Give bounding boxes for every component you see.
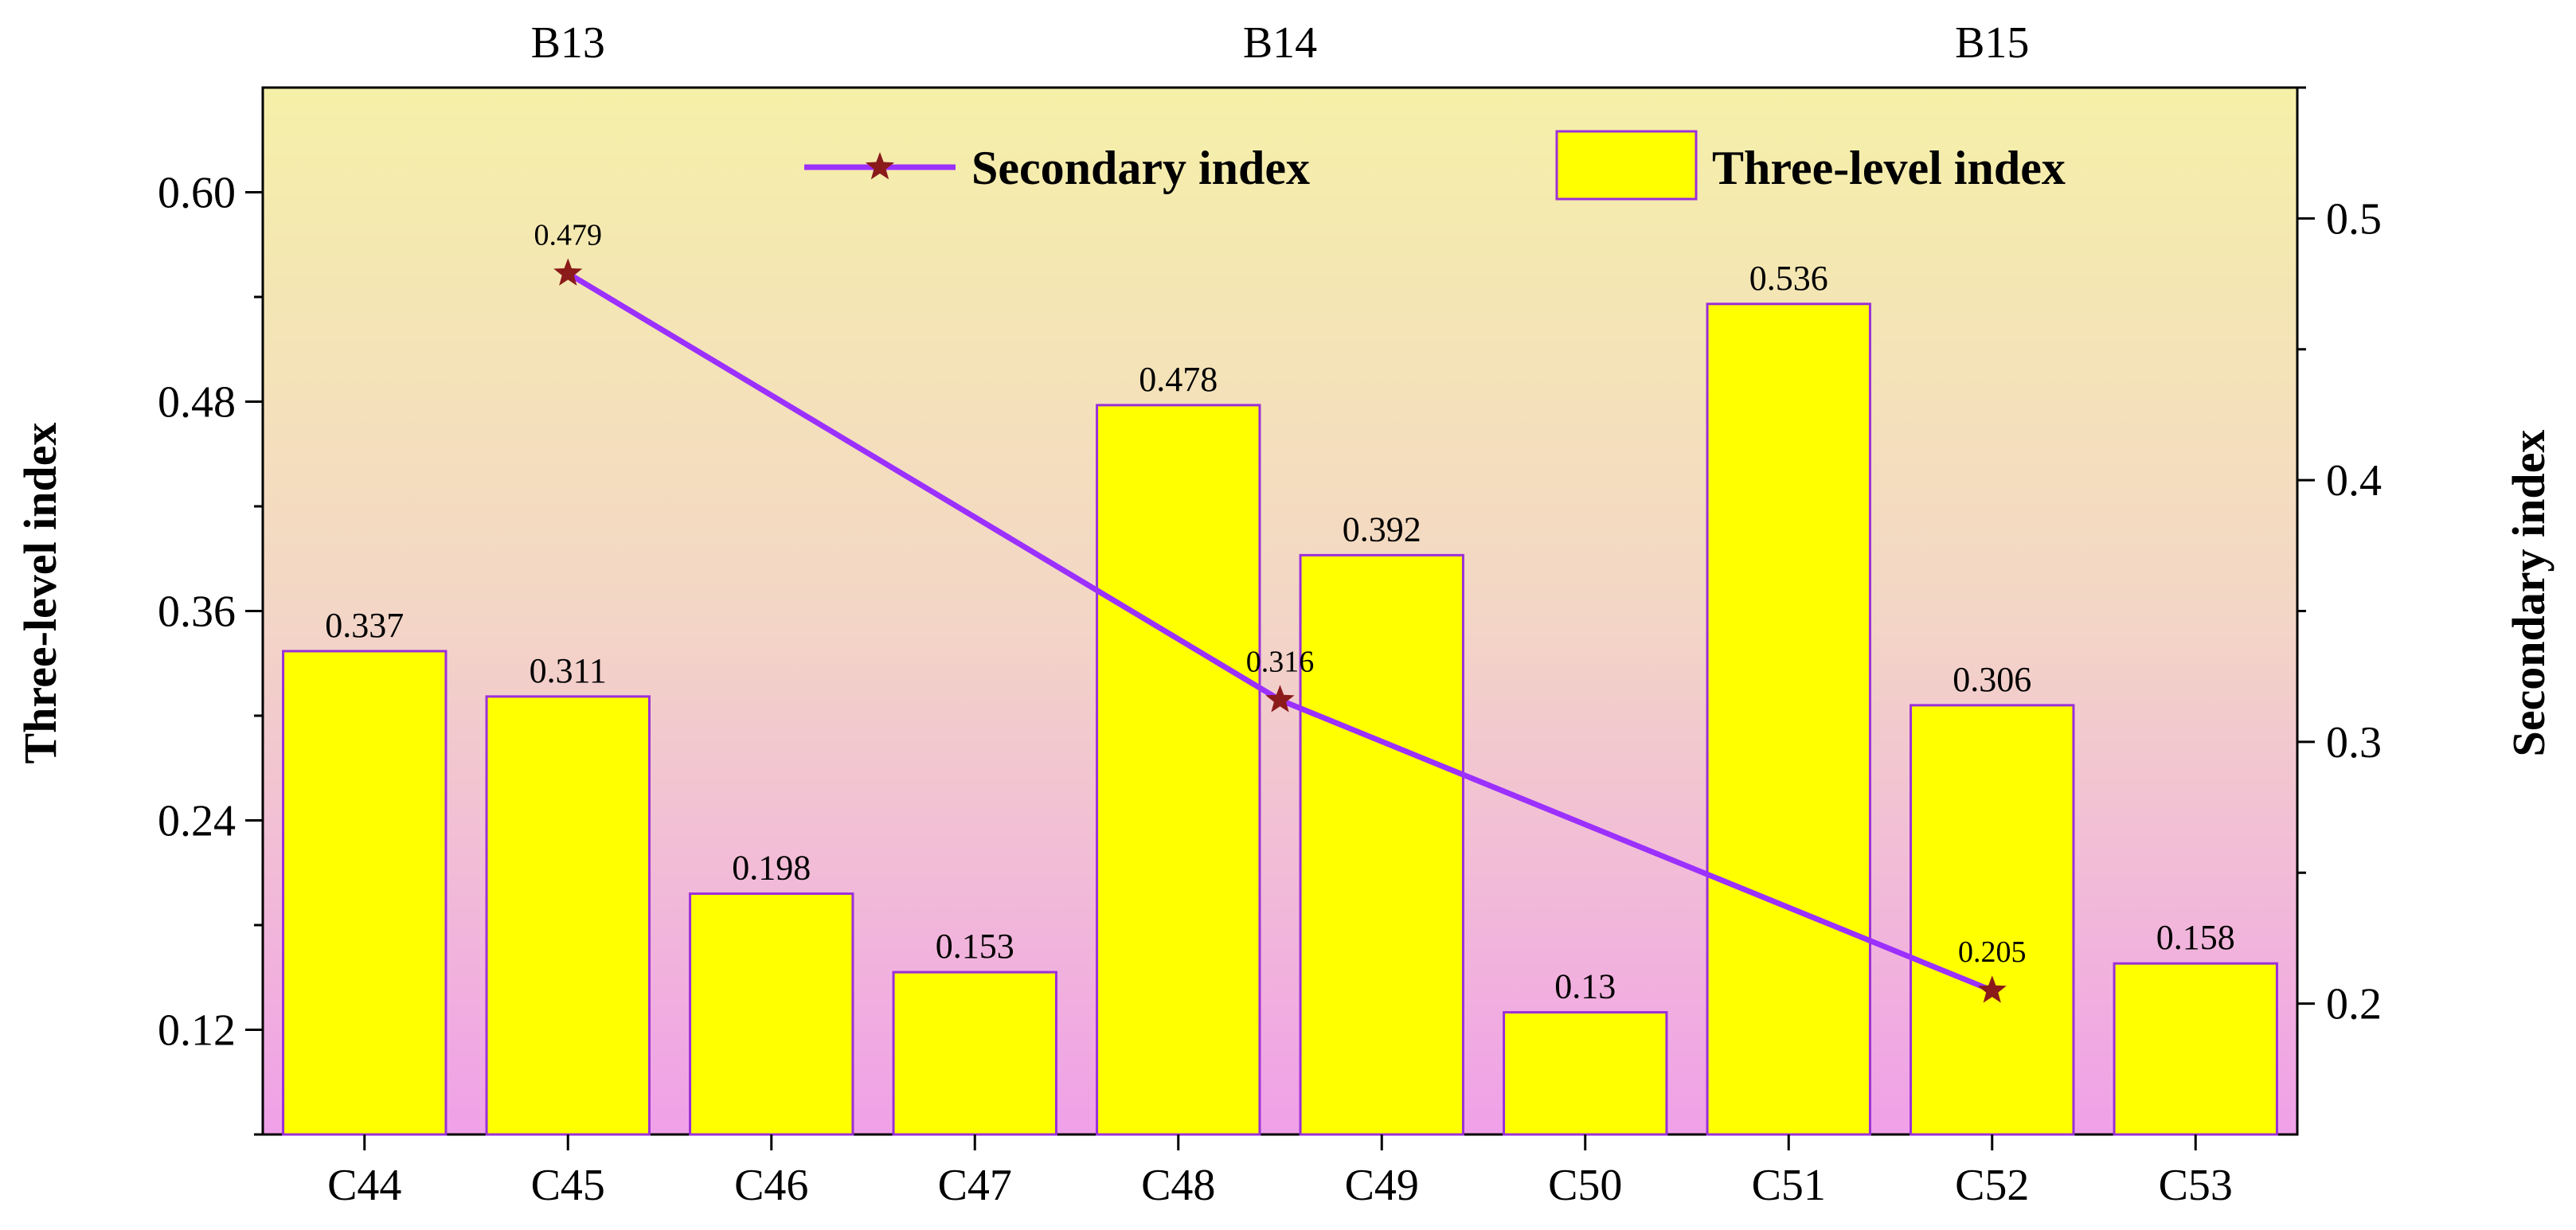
bar-value-label: 0.306	[1953, 660, 2031, 699]
bar-value-label: 0.13	[1554, 967, 1616, 1006]
x-tick-label: C50	[1548, 1161, 1622, 1210]
bar-value-label: 0.158	[2156, 918, 2235, 957]
x-tick-label: C45	[531, 1161, 605, 1210]
bar-c52	[1910, 704, 2075, 1136]
bar-c51	[1706, 303, 1871, 1136]
group-label-b15: B15	[1955, 18, 2029, 68]
right-axis-title: Secondary index	[2503, 430, 2555, 757]
legend-star-marker	[865, 152, 895, 180]
bar-c47	[892, 970, 1057, 1136]
bar-value-label: 0.198	[732, 849, 811, 888]
bar-value-label: 0.337	[325, 606, 404, 645]
bar-c44	[282, 650, 448, 1136]
left-tick-label: 0.36	[158, 588, 236, 637]
left-tick-label: 0.60	[158, 169, 236, 218]
x-tick-label: C52	[1955, 1161, 2029, 1210]
left-tick-label: 0.12	[158, 1006, 236, 1056]
x-tick-label: C47	[938, 1161, 1012, 1210]
secondary-index-marker	[1977, 975, 2007, 1003]
bar-c45	[485, 695, 651, 1136]
right-tick-label: 0.5	[2326, 194, 2382, 244]
x-tick-label: C46	[734, 1161, 808, 1210]
secondary-index-marker	[553, 258, 583, 286]
secondary-index-label: 0.479	[534, 218, 603, 252]
x-tick-label: C48	[1141, 1161, 1215, 1210]
bar-value-label: 0.536	[1749, 259, 1828, 298]
x-tick-label: C44	[327, 1161, 401, 1210]
left-tick-label: 0.48	[158, 378, 236, 428]
left-tick-label: 0.24	[158, 797, 236, 846]
bar-value-label: 0.392	[1343, 510, 1421, 549]
bar-value-label: 0.478	[1139, 360, 1218, 399]
legend-label-three-level-index: Three-level index	[1712, 142, 2066, 194]
bar-c49	[1299, 553, 1464, 1136]
secondary-index-label: 0.316	[1246, 645, 1315, 678]
bar-value-label: 0.311	[530, 651, 607, 690]
x-tick-label: C53	[2159, 1161, 2233, 1210]
bar-c53	[2113, 962, 2278, 1136]
bar-value-label: 0.153	[936, 927, 1014, 966]
bar-c48	[1096, 404, 1261, 1136]
group-label-b13: B13	[531, 18, 605, 68]
bar-c46	[689, 892, 854, 1136]
right-tick-label: 0.3	[2326, 718, 2382, 767]
legend-label-secondary-index: Secondary index	[971, 142, 1310, 194]
legend-bar-swatch	[1555, 130, 1698, 201]
x-tick-label: C49	[1345, 1161, 1419, 1210]
right-tick-label: 0.4	[2326, 456, 2382, 506]
left-axis-title: Three-level index	[14, 422, 66, 763]
secondary-index-label: 0.205	[1958, 935, 2027, 969]
secondary-index-marker	[1265, 685, 1295, 713]
bar-c50	[1503, 1011, 1668, 1136]
x-tick-label: C51	[1752, 1161, 1826, 1210]
right-tick-label: 0.2	[2326, 980, 2382, 1029]
group-label-b14: B14	[1243, 18, 1317, 68]
